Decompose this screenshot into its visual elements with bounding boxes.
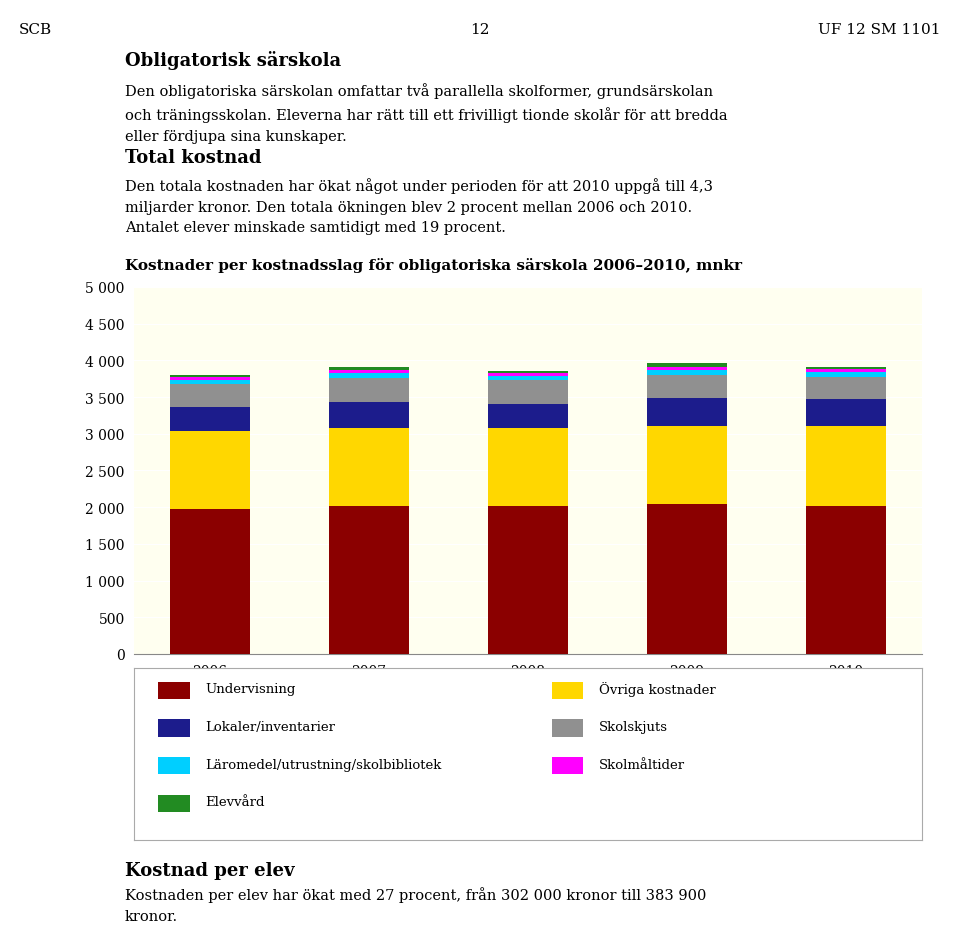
Text: Total kostnad: Total kostnad (125, 148, 261, 166)
Bar (489, 373, 567, 377)
Bar (329, 429, 409, 507)
Bar (647, 427, 727, 505)
Text: Skolskjuts: Skolskjuts (599, 720, 668, 733)
Bar (170, 376, 250, 378)
FancyBboxPatch shape (158, 757, 189, 775)
Text: Övriga kostnader: Övriga kostnader (599, 681, 715, 696)
Bar (170, 509, 250, 654)
Text: SCB: SCB (19, 23, 53, 37)
Text: Den obligatoriska särskolan omfattar två parallella skolformer, grundsärskolan
o: Den obligatoriska särskolan omfattar två… (125, 84, 728, 144)
Bar (647, 398, 727, 427)
Bar (329, 507, 409, 654)
Bar (170, 380, 250, 384)
Bar (647, 370, 727, 375)
FancyBboxPatch shape (552, 682, 583, 699)
Bar (647, 367, 727, 370)
Bar (329, 403, 409, 429)
Bar (806, 506, 886, 654)
Bar (806, 367, 886, 369)
Text: Skolmåltider: Skolmåltider (599, 758, 685, 771)
FancyBboxPatch shape (158, 682, 189, 699)
Text: Kostnaden per elev har ökat med 27 procent, från 302 000 kronor till 383 900
kro: Kostnaden per elev har ökat med 27 proce… (125, 886, 707, 922)
Bar (806, 427, 886, 506)
Bar (806, 377, 886, 400)
Bar (170, 378, 250, 380)
Text: Läromedel/utrustning/skolbibliotek: Läromedel/utrustning/skolbibliotek (205, 758, 442, 771)
FancyBboxPatch shape (552, 757, 583, 775)
Bar (489, 371, 567, 373)
Bar (489, 429, 567, 506)
Bar (170, 408, 250, 432)
Bar (647, 505, 727, 654)
Text: Den totala kostnaden har ökat något under perioden för att 2010 uppgå till 4,3
m: Den totala kostnaden har ökat något unde… (125, 178, 712, 235)
Bar (489, 506, 567, 654)
FancyBboxPatch shape (158, 720, 189, 737)
Bar (806, 400, 886, 427)
FancyBboxPatch shape (552, 720, 583, 737)
Bar (170, 384, 250, 408)
Bar (329, 379, 409, 403)
Text: Undervisning: Undervisning (205, 682, 296, 695)
Bar (329, 370, 409, 374)
Text: Obligatorisk särskola: Obligatorisk särskola (125, 51, 341, 70)
Text: Kostnader per kostnadsslag för obligatoriska särskola 2006–2010, mnkr: Kostnader per kostnadsslag för obligator… (125, 258, 742, 273)
Text: Lokaler/inventarier: Lokaler/inventarier (205, 720, 335, 733)
Text: Elevvård: Elevvård (205, 795, 265, 808)
Bar (329, 368, 409, 370)
FancyBboxPatch shape (158, 795, 189, 812)
Bar (806, 373, 886, 377)
Bar (170, 432, 250, 509)
Text: UF 12 SM 1101: UF 12 SM 1101 (818, 23, 941, 37)
Bar (489, 380, 567, 405)
Text: 12: 12 (470, 23, 490, 37)
Bar (329, 374, 409, 379)
Text: Kostnad per elev: Kostnad per elev (125, 861, 295, 879)
Bar (647, 375, 727, 398)
Bar (806, 369, 886, 373)
Bar (489, 405, 567, 429)
Bar (489, 377, 567, 380)
Bar (647, 364, 727, 367)
